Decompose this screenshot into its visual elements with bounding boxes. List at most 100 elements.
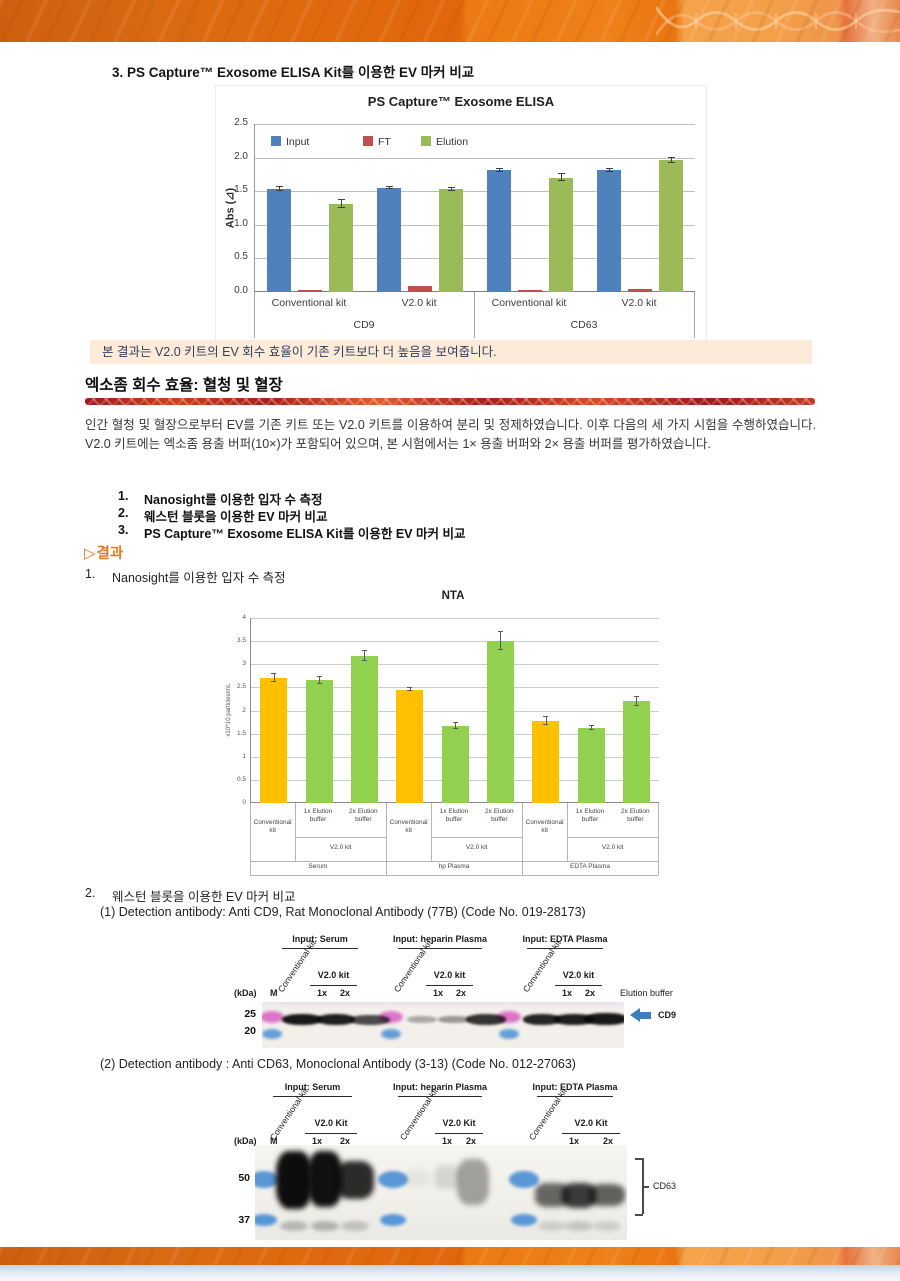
wb-kit-label: V2.0 kit <box>317 970 350 980</box>
protein-band <box>282 1014 322 1025</box>
y-tick-label: 0.0 <box>234 285 248 296</box>
result-item-2: 2. 웨스턴 블롯을 이용한 EV 마커 비교 <box>85 886 296 905</box>
mw-marker-band <box>381 1029 401 1039</box>
legend-label: Elution <box>436 136 469 148</box>
bar-elution <box>548 177 573 292</box>
table-vline <box>522 803 523 875</box>
list-label: PS Capture™ Exosome ELISA Kit를 이용한 EV 마커… <box>144 527 466 541</box>
marker-axis-label: CD63 <box>570 319 598 331</box>
wb-input-label: Input: EDTA Plasma <box>532 1082 618 1092</box>
elisa-chart-title: PS Capture™ Exosome ELISA <box>367 94 555 109</box>
wb-input-underline <box>273 1096 352 1097</box>
protein-band <box>589 1184 625 1206</box>
bar-ft <box>518 289 542 292</box>
wb-kit-label: V2.0 kit <box>562 970 595 980</box>
wb-input-underline <box>537 1096 613 1097</box>
input-swatch <box>271 136 281 146</box>
gridline <box>255 258 695 260</box>
error-cap <box>271 680 277 682</box>
bar <box>260 678 288 803</box>
wb-lane-label: 2x <box>584 988 595 998</box>
result-item-1: 1. Nanosight를 이용한 입자 수 측정 <box>85 567 286 586</box>
arrow-head <box>630 1008 640 1022</box>
error-bar <box>389 186 391 190</box>
error-cap <box>588 724 594 726</box>
error-cap <box>447 186 455 188</box>
wb-lane-label: 1x <box>441 1136 452 1146</box>
mw-weight-label: 20 <box>244 1025 256 1037</box>
bracket-bottom <box>635 1214 643 1216</box>
axis-separator <box>474 292 475 338</box>
y-tick-label: 1.5 <box>234 184 248 196</box>
legend-item-input: Input <box>271 132 309 150</box>
mw-marker-band <box>380 1214 406 1226</box>
error-bar <box>670 157 672 163</box>
gridline <box>251 664 659 666</box>
wb-lane-label: 1x <box>568 1136 579 1146</box>
error-cap <box>452 728 458 729</box>
sample-label: hp Plasma <box>438 863 470 870</box>
elution-buffer-label: 1x Elution buffer <box>575 808 605 824</box>
wb-lane-label: 1x <box>311 1136 322 1146</box>
wb-kit-label: V2.0 Kit <box>314 1118 348 1128</box>
table-vline <box>250 803 251 875</box>
protein-band <box>317 1014 355 1025</box>
axis-separator <box>694 292 695 338</box>
wb-annotation: CD63 <box>653 1181 677 1191</box>
y-tick-label: 1 <box>242 752 246 760</box>
protein-band <box>407 1016 437 1023</box>
wb-kit-underline <box>555 985 602 986</box>
error-cap <box>447 189 455 191</box>
table-hline <box>250 861 658 862</box>
triangle-marker-icon: ▷ <box>84 545 96 562</box>
wb-elution-buffer-label: Elution buffer <box>620 988 673 998</box>
table-hline <box>567 837 658 838</box>
error-cap <box>606 168 614 170</box>
elisa-chart: PS Capture™ Exosome ELISA Abs (⊿) Input F… <box>215 85 707 343</box>
protein-band <box>336 1161 374 1199</box>
y-tick-label: 0.5 <box>234 251 248 263</box>
test-list-item-2: 2. 웨스턴 블롯을 이용한 EV 마커 비교 <box>118 506 328 525</box>
gridline <box>255 157 695 159</box>
error-cap <box>497 649 503 651</box>
bar <box>441 725 469 803</box>
wb-lane-label: 1x <box>561 988 572 998</box>
error-cap <box>361 650 367 652</box>
elution-buffer-label: 1x Elution buffer <box>303 808 333 824</box>
error-cap <box>588 729 594 731</box>
elution-buffer-label: 2x Elution buffer <box>621 808 650 824</box>
error-bar <box>500 631 502 651</box>
section3-heading: 3. PS Capture™ Exosome ELISA Kit를 이용한 EV… <box>112 65 475 80</box>
table-vline <box>567 803 569 861</box>
error-cap <box>667 156 675 158</box>
wb-lane-label: 2x <box>339 1136 350 1146</box>
gridline <box>251 710 659 712</box>
error-bar <box>455 722 456 729</box>
error-bar <box>545 717 547 725</box>
protein-band <box>554 1014 594 1025</box>
wb-input-label: Input: heparin Plasma <box>392 1082 488 1092</box>
wb-input-label: Input: EDTA Plasma <box>522 934 608 944</box>
bar-input <box>597 170 622 292</box>
bar <box>396 689 424 803</box>
v2-kit-label: V2.0 kit <box>465 844 488 851</box>
wb1-caption: (1) Detection antibody: Anti CD9, Rat Mo… <box>100 905 586 919</box>
section-divider-rule <box>85 398 815 405</box>
wb-lane-label: 2x <box>602 1136 613 1146</box>
elisa-plot-area: Input FT Elution <box>254 124 695 292</box>
mw-marker-band <box>262 1011 284 1023</box>
x-axis-line <box>255 291 695 292</box>
mw-marker-band <box>511 1214 537 1226</box>
wb-lane-label: 2x <box>455 988 466 998</box>
mw-weight-label: 50 <box>238 1172 250 1184</box>
y-tick-label: 2.0 <box>234 150 248 162</box>
wb-membrane <box>255 1145 627 1240</box>
table-vline <box>386 803 387 875</box>
wb2-caption: (2) Detection antibody : Anti CD63, Mono… <box>100 1057 576 1071</box>
y-tick-label: 2 <box>242 706 246 714</box>
list-number: 2. <box>118 506 129 520</box>
table-vline <box>431 803 433 861</box>
result-number: 2. <box>85 886 96 900</box>
protein-band-faint <box>311 1221 339 1231</box>
y-tick-label: 1.5 <box>236 729 246 737</box>
